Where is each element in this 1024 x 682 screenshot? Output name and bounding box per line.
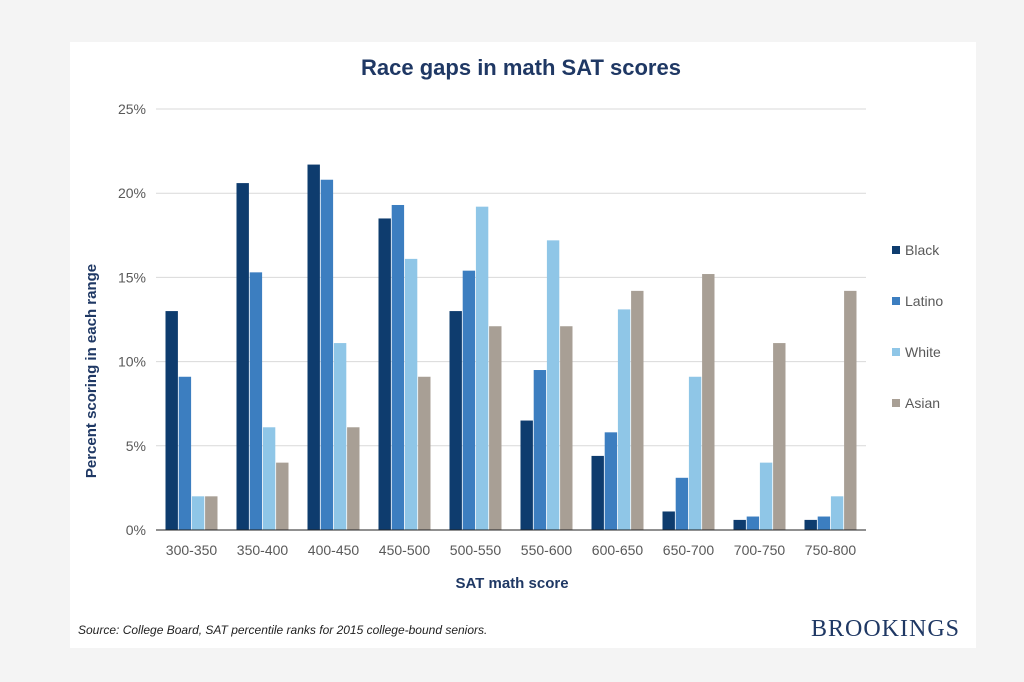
bar-black [591, 455, 604, 530]
bar-latino [817, 516, 831, 530]
bar-black [520, 420, 533, 530]
x-tick-label: 400-450 [308, 542, 360, 558]
gridlines [156, 108, 866, 447]
bar-white [475, 206, 489, 530]
bar-black [733, 519, 746, 530]
y-tick-label: 10% [118, 354, 146, 370]
bar-latino [320, 179, 334, 530]
bar-black [804, 519, 817, 530]
legend-swatch-asian [892, 399, 900, 407]
bar-white [404, 258, 418, 530]
bar-asian [702, 274, 715, 530]
bar-asian [347, 427, 360, 530]
x-tick-label: 350-400 [237, 542, 289, 558]
x-tick-label: 750-800 [805, 542, 857, 558]
x-tick-label: 650-700 [663, 542, 715, 558]
bar-asian [205, 496, 218, 530]
bar-white [688, 376, 702, 530]
bar-latino [533, 370, 547, 530]
bar-black [378, 218, 391, 530]
bar-asian [773, 343, 786, 530]
bar-black [236, 183, 249, 530]
legend-label-black: Black [905, 242, 940, 258]
bar-asian [844, 290, 857, 530]
bar-white [617, 309, 631, 530]
source-note: Source: College Board, SAT percentile ra… [78, 623, 487, 637]
x-axis-ticks: 300-350 350-400 400-450 450-500 500-550 550-6… [166, 542, 857, 558]
y-tick-label: 15% [118, 269, 146, 285]
x-tick-label: 700-750 [734, 542, 786, 558]
legend-label-white: White [905, 344, 941, 360]
y-tick-label: 25% [118, 101, 146, 117]
bar-white [262, 427, 276, 530]
chart-card: Race gaps in math SAT scores 0% 5% 10% 15% 2… [70, 42, 976, 648]
bar-latino [391, 204, 405, 530]
legend-label-asian: Asian [905, 395, 940, 411]
bar-latino [746, 516, 760, 530]
bar-latino [604, 432, 618, 530]
bar-asian [489, 326, 502, 530]
y-tick-label: 5% [126, 438, 146, 454]
bar-black [307, 164, 320, 530]
y-tick-label: 0% [126, 522, 146, 538]
bar-chart: Race gaps in math SAT scores 0% 5% 10% 15% 2… [78, 55, 960, 642]
brookings-logo: BROOKINGS [811, 616, 960, 642]
x-tick-label: 550-600 [521, 542, 573, 558]
x-tick-label: 600-650 [592, 542, 644, 558]
bar-black [662, 511, 675, 530]
bar-asian [631, 290, 644, 530]
y-axis-label: Percent scoring in each range [83, 264, 100, 478]
chart-title: Race gaps in math SAT scores [361, 55, 681, 80]
bar-latino [178, 376, 192, 530]
bar-latino [249, 272, 263, 530]
bar-white [333, 343, 347, 530]
bar-latino [462, 270, 476, 530]
y-axis-ticks: 0% 5% 10% 15% 20% 25% [118, 101, 146, 538]
legend-swatch-black [892, 246, 900, 254]
x-tick-label: 300-350 [166, 542, 218, 558]
legend-label-latino: Latino [905, 293, 943, 309]
bar-asian [418, 376, 431, 530]
bar-white [546, 240, 560, 531]
x-tick-label: 450-500 [379, 542, 431, 558]
y-tick-label: 20% [118, 185, 146, 201]
bar-latino [675, 477, 689, 530]
bar-white [191, 496, 205, 530]
bar-black [165, 311, 178, 530]
x-axis-label: SAT math score [455, 575, 568, 592]
bar-asian [276, 462, 289, 530]
legend-swatch-latino [892, 297, 900, 305]
x-tick-label: 500-550 [450, 542, 502, 558]
legend-swatch-white [892, 348, 900, 356]
bars [165, 164, 857, 531]
legend: Black Latino White Asian [892, 242, 943, 411]
bar-white [830, 496, 844, 530]
bar-asian [560, 326, 573, 530]
bar-white [759, 462, 773, 530]
bar-black [449, 311, 462, 530]
